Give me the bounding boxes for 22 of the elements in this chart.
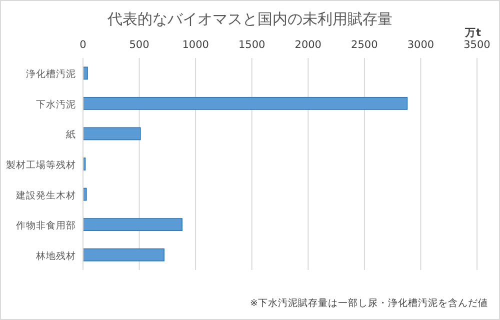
bar: [82, 248, 164, 262]
x-tick-label: 1000: [182, 39, 209, 51]
bar: [82, 96, 408, 110]
text: ※下水汚泥賦存量は一部し尿・浄化槽汚泥を含んだ値: [250, 297, 488, 309]
bar: [82, 127, 141, 140]
x-tick-label: 3500: [464, 39, 490, 51]
bar: [82, 218, 182, 232]
x-tick-label: 2000: [294, 39, 322, 51]
x-tick-label: 0: [80, 39, 86, 51]
y-tick-label: 林地残材: [35, 250, 76, 262]
y-tick-label: 浄化槽汚泥: [26, 68, 76, 80]
y-tick-label: 下水汚泥: [36, 98, 76, 110]
y-tick-label: 紙: [66, 128, 76, 141]
x-tick-label: 1500: [238, 39, 266, 51]
chart-title: 代表的なバイオマスと国内の未利用賦存量: [106, 10, 392, 28]
x-tick-label: 2500: [351, 39, 378, 51]
x-tick-label: 3000: [407, 39, 434, 51]
x-tick-label: 500: [129, 39, 150, 51]
y-tick-label: 建設発生木材: [15, 189, 76, 202]
x-axis-title: 万t: [464, 27, 482, 39]
y-tick-label: 作物非食用部: [15, 220, 76, 232]
y-tick-label: 製材工場等残材: [6, 159, 76, 171]
